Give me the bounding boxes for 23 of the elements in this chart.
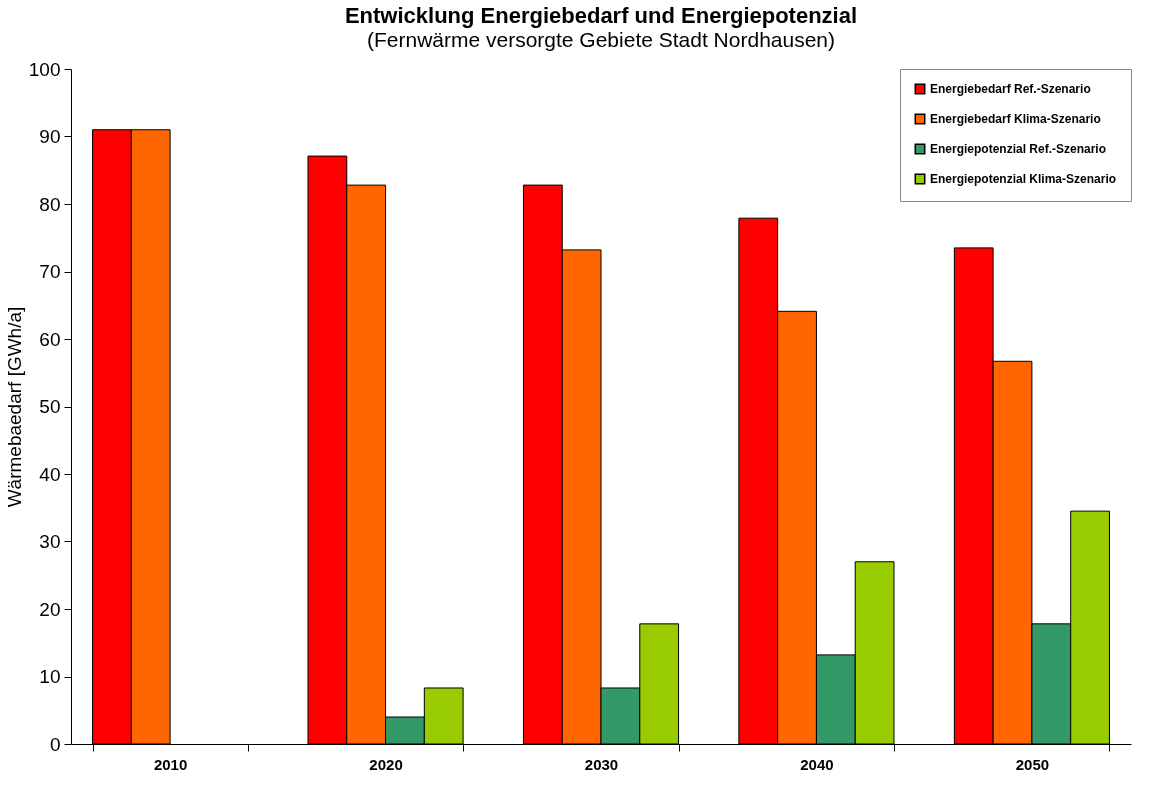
x-tick-label: 2030 [584, 755, 619, 773]
y-tick-label: 70 [39, 261, 61, 282]
legend-label: Energiebedarf Klima-Szenario [930, 112, 1101, 126]
y-tick-label: 100 [28, 58, 61, 80]
y-tick-label: 60 [39, 328, 61, 350]
y-tick-label: 80 [39, 193, 61, 215]
legend-label: Energiebedarf Ref.-Szenario [930, 82, 1091, 96]
y-tick-label: 20 [39, 598, 61, 620]
chart-subtitle: (Fernwärme versorgte Gebiete Stadt Nordhausen) [366, 28, 836, 51]
x-tick-label: 2010 [153, 755, 188, 773]
x-tick-label: 2040 [800, 755, 834, 773]
legend-label: Energiepotenzial Klima-Szenario [930, 172, 1117, 186]
y-tick-label: 10 [39, 666, 61, 687]
y-tick-label: 40 [39, 463, 61, 485]
chart-title: Entwicklung Energiebedarf und Energiepotenzial [344, 3, 858, 28]
legend-label: Energiepotenzial Ref.-Szenario [930, 142, 1107, 156]
y-tick-label: 0 [49, 733, 61, 755]
y-axis-title: Wärmebaedarf [GWh/a] [3, 306, 25, 508]
y-tick-label: 50 [39, 396, 61, 417]
x-tick-label: 2020 [369, 755, 403, 773]
x-tick-label: 2050 [1015, 755, 1050, 773]
y-tick-label: 30 [39, 531, 61, 552]
y-tick-label: 90 [39, 126, 61, 147]
